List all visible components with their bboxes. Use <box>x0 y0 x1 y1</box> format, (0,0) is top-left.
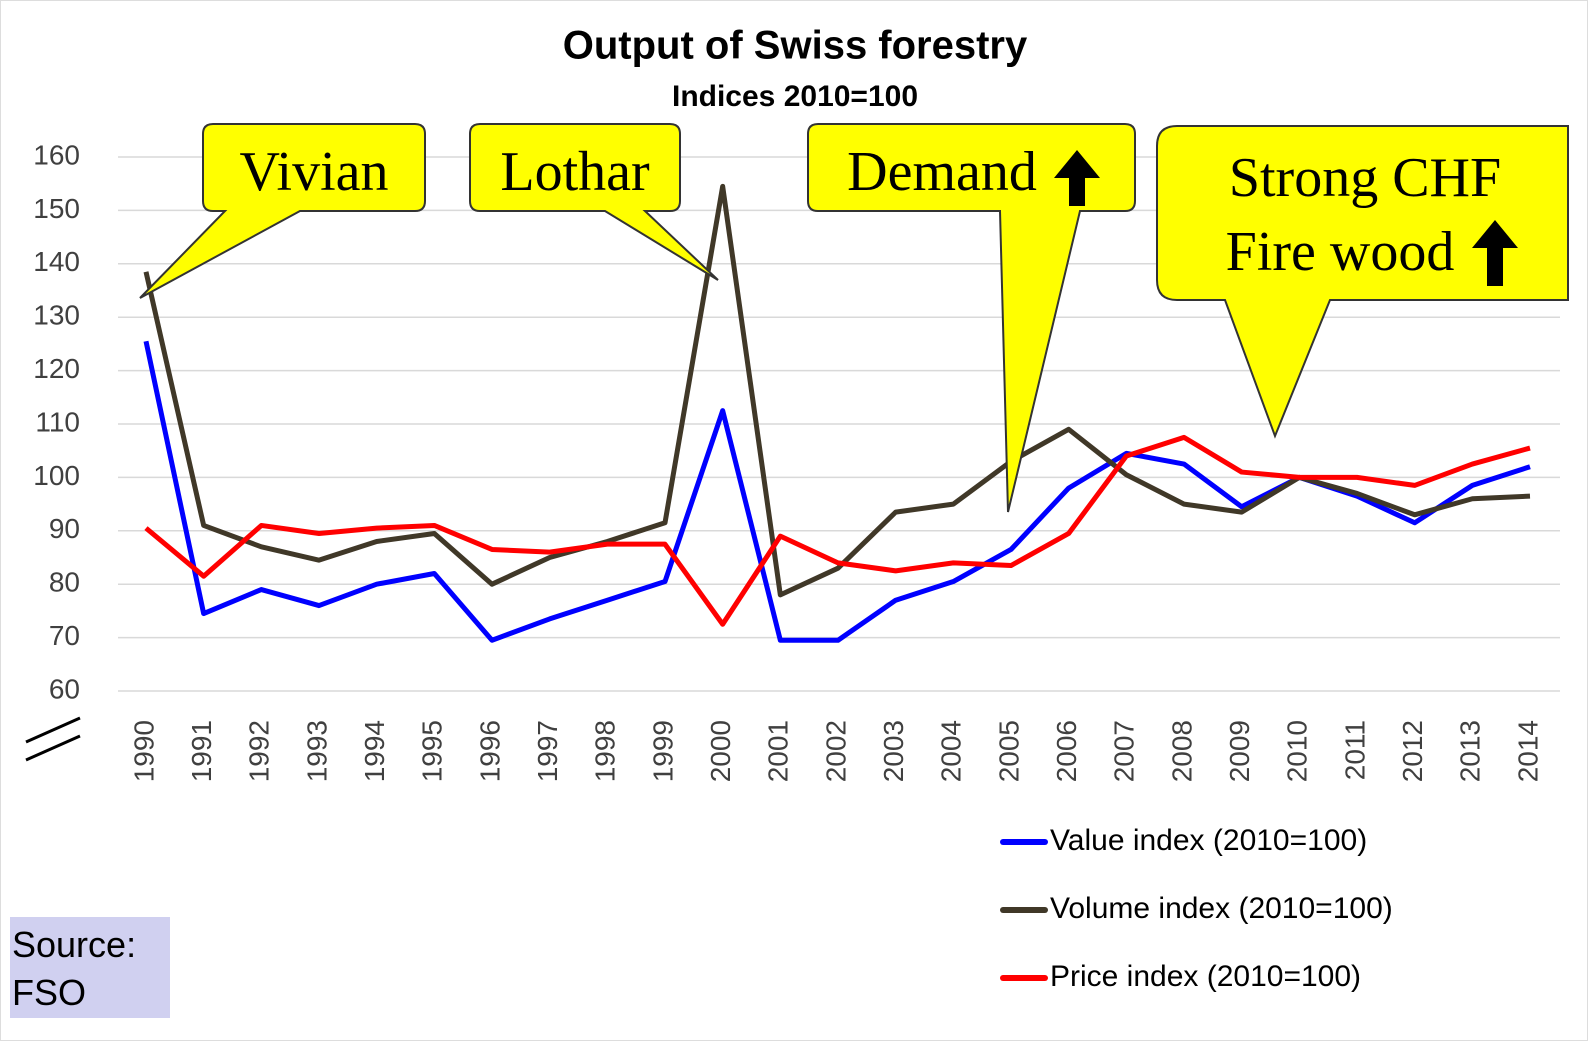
callout-text: Vivian <box>239 141 388 203</box>
x-tick-label: 2014 <box>1512 720 1543 782</box>
callout-box <box>1156 125 1569 439</box>
y-tick-label: 140 <box>33 246 80 277</box>
y-tick-label: 110 <box>35 406 80 437</box>
y-tick-label: 160 <box>33 139 80 170</box>
callout-text: Strong CHF <box>1229 147 1501 209</box>
y-tick-label: 100 <box>33 460 80 491</box>
plot: 60 70 80 90 100 110 120 130 140 150 160 1990 1991 199… <box>33 139 1560 782</box>
x-tick-label: 2005 <box>993 720 1024 782</box>
up-arrow-icon <box>1472 220 1518 286</box>
source-note: Source: FSO <box>10 917 170 1018</box>
x-tick-label: 2009 <box>1224 720 1255 782</box>
series-line <box>144 434 1531 627</box>
callout-box <box>139 123 426 299</box>
y-tick-label: 120 <box>33 353 80 384</box>
callout-text: Lothar <box>500 141 650 203</box>
legend-label: Value index (2010=100) <box>1050 824 1367 857</box>
callout-box <box>469 123 719 281</box>
x-tick-label: 2010 <box>1282 720 1313 782</box>
series-line <box>143 340 1531 643</box>
x-tick-label: 1990 <box>128 720 159 782</box>
x-tick-label: 2003 <box>878 720 909 782</box>
callout-text: Fire wood <box>1226 221 1455 283</box>
callout-text: Demand <box>847 141 1037 203</box>
y-tick-label: 90 <box>49 513 80 544</box>
chart-subtitle: Indices 2010=100 <box>672 80 918 113</box>
x-tick-label: 2012 <box>1397 720 1428 782</box>
y-tick-label: 150 <box>33 193 80 224</box>
chart-title: Output of Swiss forestry <box>563 24 1028 68</box>
y-tick-label: 130 <box>33 300 80 331</box>
x-tick-label: 2002 <box>820 720 851 782</box>
axis-break <box>25 716 81 762</box>
up-arrow-icon <box>1054 150 1100 206</box>
x-tick-label: 1999 <box>647 720 678 782</box>
callout-box <box>807 123 1136 513</box>
y-tick-label: 60 <box>49 673 80 704</box>
y-tick-label: 80 <box>49 567 80 598</box>
legend: Value index (2010=100) Volume index (2010… <box>1000 824 1393 993</box>
x-tick-label: 2006 <box>1051 720 1082 782</box>
x-tick-label: 2008 <box>1166 720 1197 782</box>
x-tick-label: 2004 <box>936 720 967 782</box>
x-tick-label: 1995 <box>417 720 448 782</box>
x-tick-label: 1997 <box>532 720 563 782</box>
callouts: Vivian Lothar Demand Strong CHF Fire woo… <box>139 123 1569 513</box>
y-tick-label: 70 <box>49 620 80 651</box>
x-tick-label: 2001 <box>763 720 794 782</box>
x-tick-label: 1998 <box>590 720 621 782</box>
x-tick-label: 1994 <box>359 720 390 782</box>
x-tick-label: 1996 <box>474 720 505 782</box>
legend-label: Volume index (2010=100) <box>1050 892 1393 925</box>
x-tick-label: 1991 <box>186 720 217 782</box>
x-tick-label: 2011 <box>1339 720 1370 780</box>
x-tick-label: 2013 <box>1455 720 1486 782</box>
x-tick-label: 1992 <box>244 720 275 782</box>
legend-label: Price index (2010=100) <box>1050 960 1361 993</box>
x-tick-label: 2000 <box>705 720 736 782</box>
x-tick-label: 1993 <box>301 720 332 782</box>
x-tick-label: 2007 <box>1109 720 1140 782</box>
